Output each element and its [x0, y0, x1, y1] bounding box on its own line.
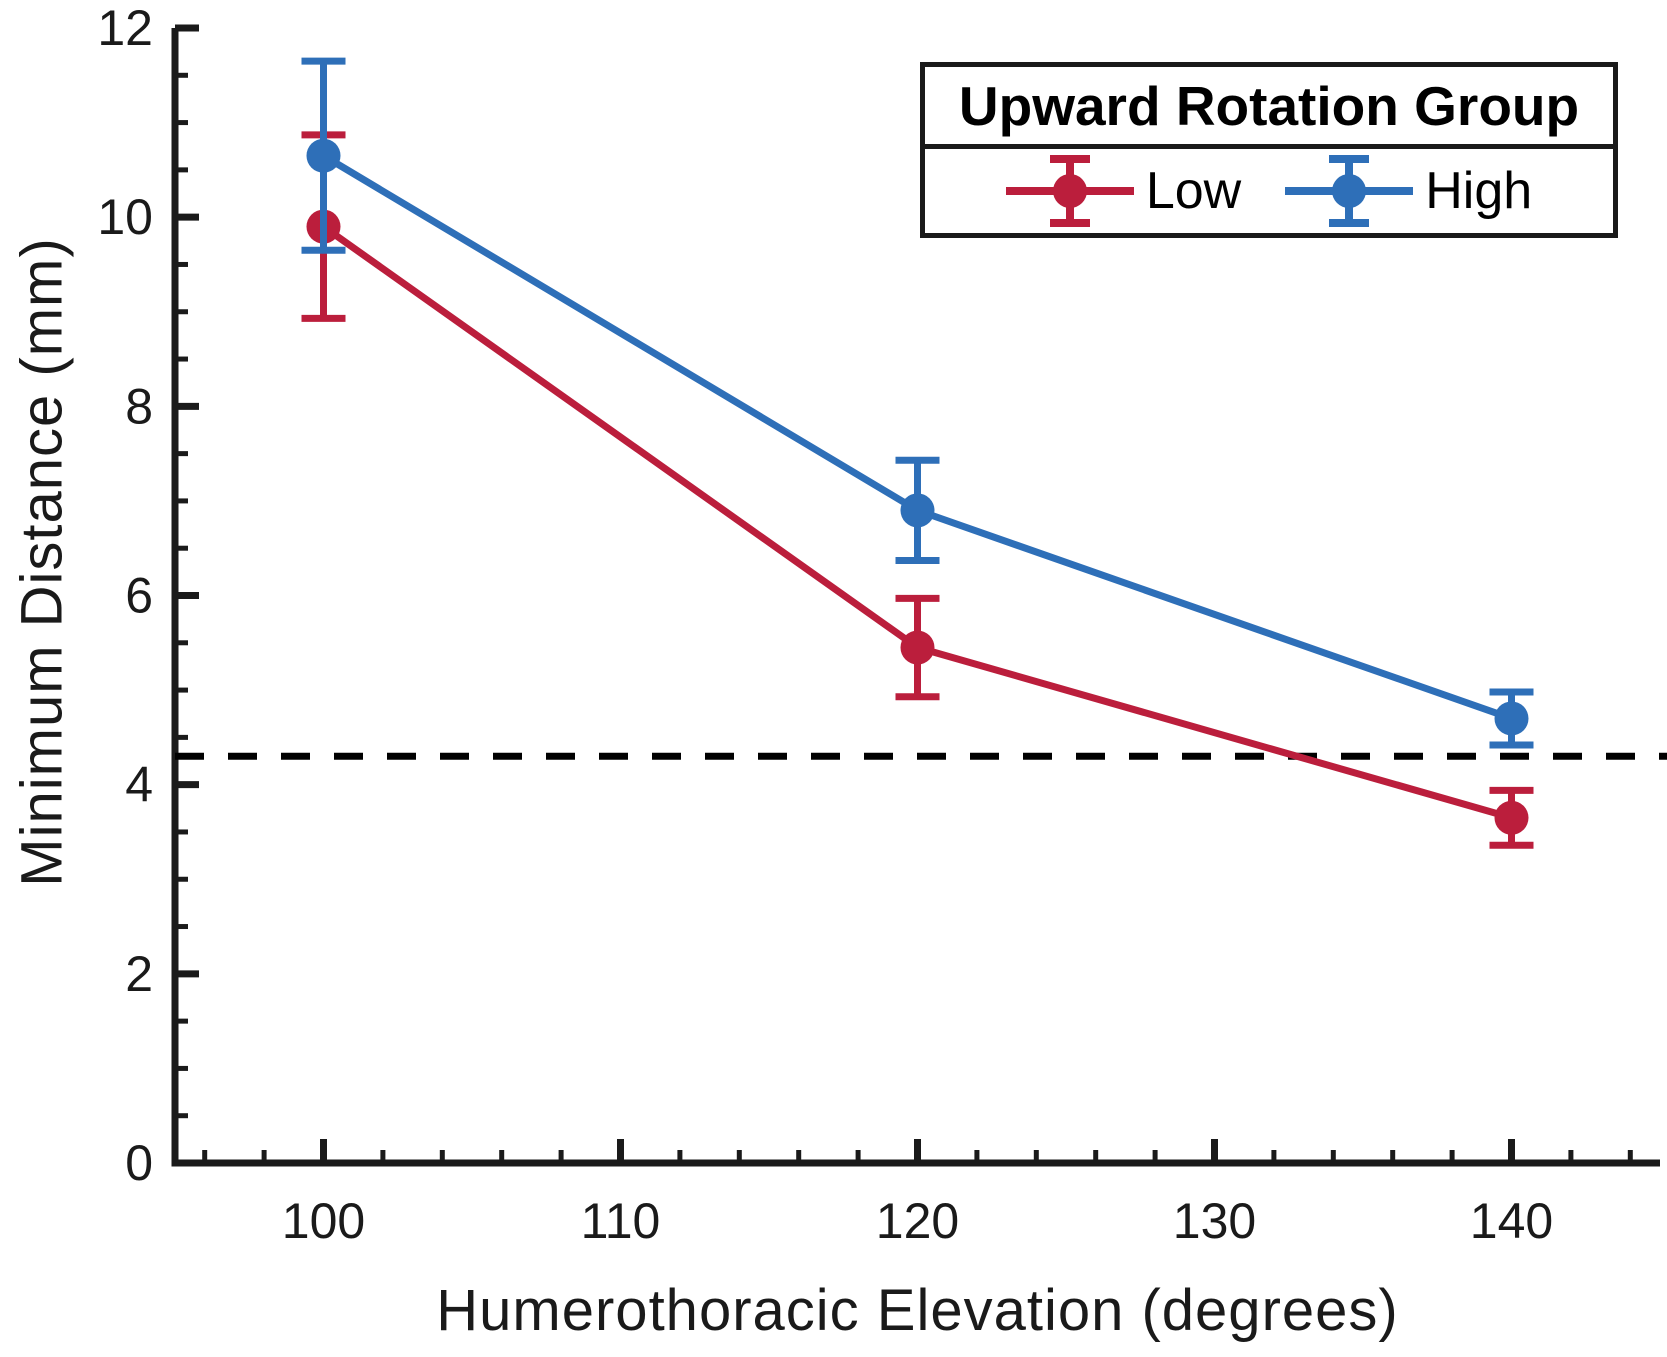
x-tick-label: 100	[282, 1193, 365, 1249]
data-point-low	[900, 630, 935, 665]
x-tick-label: 120	[876, 1193, 959, 1249]
legend: Upward Rotation Group Low	[920, 62, 1618, 238]
legend-item-low: Low	[1005, 149, 1242, 233]
errorbar-marker-icon-high	[1285, 155, 1414, 227]
data-point-high	[306, 138, 341, 173]
y-tick-label: 12	[97, 0, 153, 56]
data-point-high	[1494, 701, 1529, 736]
y-tick-label: 4	[125, 757, 153, 813]
legend-title: Upward Rotation Group	[925, 67, 1613, 149]
y-tick-label: 0	[125, 1135, 153, 1191]
x-axis-label: Humerothoracic Elevation (degrees)	[436, 1278, 1399, 1343]
legend-item-high: High	[1285, 149, 1532, 233]
y-axis-label: Minimum Distance (mm)	[9, 237, 75, 887]
y-tick-label: 8	[125, 378, 153, 434]
data-point-high	[900, 493, 935, 528]
y-tick-label: 2	[125, 946, 153, 1002]
legend-label-low: Low	[1145, 162, 1242, 220]
x-tick-label: 140	[1470, 1193, 1553, 1249]
y-tick-label: 6	[125, 568, 153, 624]
errorbar-marker-icon-low	[1005, 155, 1134, 227]
y-tick-label: 10	[97, 189, 153, 245]
x-tick-label: 130	[1173, 1193, 1256, 1249]
legend-label-high: High	[1425, 162, 1533, 220]
data-point-low	[1494, 800, 1529, 835]
x-tick-label: 110	[581, 1193, 661, 1249]
legend-items: Low High	[925, 149, 1613, 233]
